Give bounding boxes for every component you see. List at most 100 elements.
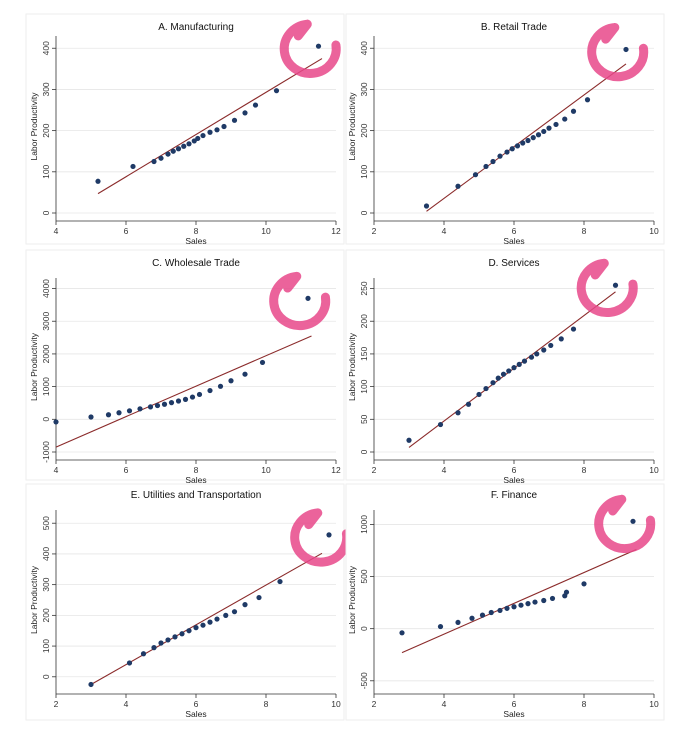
data-point <box>562 116 568 122</box>
data-point <box>541 597 547 604</box>
y-tick-label: -1000 <box>41 441 51 463</box>
data-point <box>207 129 213 135</box>
y-tick-label: 0 <box>359 449 369 454</box>
data-point <box>88 414 94 420</box>
panel-title: B. Retail Trade <box>481 22 548 33</box>
data-point <box>140 651 147 657</box>
x-tick-label: 2 <box>372 465 377 475</box>
circle-annotation <box>290 508 352 567</box>
y-tick-label: 250 <box>359 281 369 295</box>
x-tick-label: 4 <box>54 226 59 236</box>
data-point <box>130 163 136 170</box>
x-tick-label: 12 <box>331 226 341 236</box>
data-point <box>469 615 475 621</box>
y-tick-label: 0 <box>359 626 369 631</box>
data-point <box>563 589 570 595</box>
y-tick-label: 200 <box>359 123 369 137</box>
data-point <box>175 398 182 404</box>
x-tick-label: 6 <box>124 465 129 475</box>
x-tick-label: 10 <box>649 699 659 709</box>
data-point <box>541 347 547 353</box>
data-point <box>623 46 629 53</box>
y-tick-label: 4000 <box>41 279 51 298</box>
data-point <box>630 518 636 524</box>
x-axis-title: Sales <box>185 236 206 246</box>
data-point <box>423 203 430 209</box>
data-point <box>259 359 266 366</box>
data-point <box>476 391 482 398</box>
data-point <box>546 125 552 131</box>
data-point <box>168 400 175 406</box>
y-tick-label: 200 <box>41 123 51 137</box>
data-point <box>200 622 206 628</box>
x-tick-label: 8 <box>264 699 269 709</box>
y-tick-label: 0 <box>41 674 51 679</box>
data-point <box>223 612 229 618</box>
data-point <box>165 637 171 643</box>
data-point <box>217 383 224 389</box>
data-point <box>504 605 510 611</box>
x-axis-title: Sales <box>503 709 524 719</box>
x-tick-label: 10 <box>261 465 271 475</box>
y-tick-label: 300 <box>359 82 369 96</box>
data-point <box>535 132 542 138</box>
x-axis-title: Sales <box>185 709 206 719</box>
data-point <box>612 282 619 288</box>
data-point <box>175 146 182 152</box>
y-tick-label: -500 <box>359 672 369 689</box>
data-point <box>511 365 517 371</box>
data-point <box>521 358 528 364</box>
x-tick-label: 10 <box>331 699 341 709</box>
data-point <box>181 143 187 149</box>
y-tick-label: 3000 <box>41 312 51 331</box>
circle-annotation <box>576 258 638 318</box>
data-point <box>214 616 220 622</box>
data-point <box>497 153 503 159</box>
panel-background <box>345 483 665 721</box>
x-tick-label: 10 <box>649 465 659 475</box>
data-point <box>137 406 143 412</box>
x-tick-label: 8 <box>194 226 199 236</box>
y-tick-label: 400 <box>41 41 51 55</box>
x-tick-label: 8 <box>194 465 199 475</box>
x-tick-label: 4 <box>124 699 129 709</box>
x-tick-label: 6 <box>512 226 517 236</box>
y-tick-label: 0 <box>359 210 369 215</box>
circle-annotation <box>587 22 649 82</box>
fit-line <box>55 335 312 448</box>
data-point <box>161 401 168 407</box>
y-tick-label: 300 <box>41 577 51 591</box>
x-tick-label: 8 <box>582 699 587 709</box>
y-tick-label: 400 <box>41 547 51 561</box>
data-point <box>315 43 322 49</box>
data-point <box>497 607 503 614</box>
data-point <box>95 178 101 184</box>
data-point <box>256 594 262 601</box>
data-point <box>511 604 517 610</box>
data-point <box>581 581 587 587</box>
data-point <box>528 354 535 360</box>
y-tick-label: 200 <box>359 314 369 328</box>
data-point <box>242 371 248 377</box>
y-axis-title: Labor Productivity <box>29 332 39 401</box>
data-point <box>504 149 510 155</box>
data-point <box>506 368 512 374</box>
y-tick-label: 200 <box>41 608 51 622</box>
data-point <box>525 137 531 144</box>
data-point <box>472 172 479 178</box>
x-tick-label: 6 <box>194 699 199 709</box>
data-point <box>186 628 192 634</box>
y-axis-title: Labor Productivity <box>29 92 39 161</box>
y-tick-label: 500 <box>359 569 369 583</box>
x-tick-label: 10 <box>261 226 271 236</box>
chart-panel-4: 0 50 100 150 200 250 2 4 6 8 10 D. Services Sales Lab… <box>345 249 665 485</box>
x-axis-title: Sales <box>503 475 524 485</box>
fit-line <box>97 58 323 195</box>
y-tick-label: 300 <box>41 82 51 96</box>
data-point <box>570 108 577 114</box>
x-tick-label: 12 <box>331 465 341 475</box>
y-tick-label: 2000 <box>41 344 51 363</box>
data-point <box>305 295 311 301</box>
data-point <box>193 625 199 631</box>
